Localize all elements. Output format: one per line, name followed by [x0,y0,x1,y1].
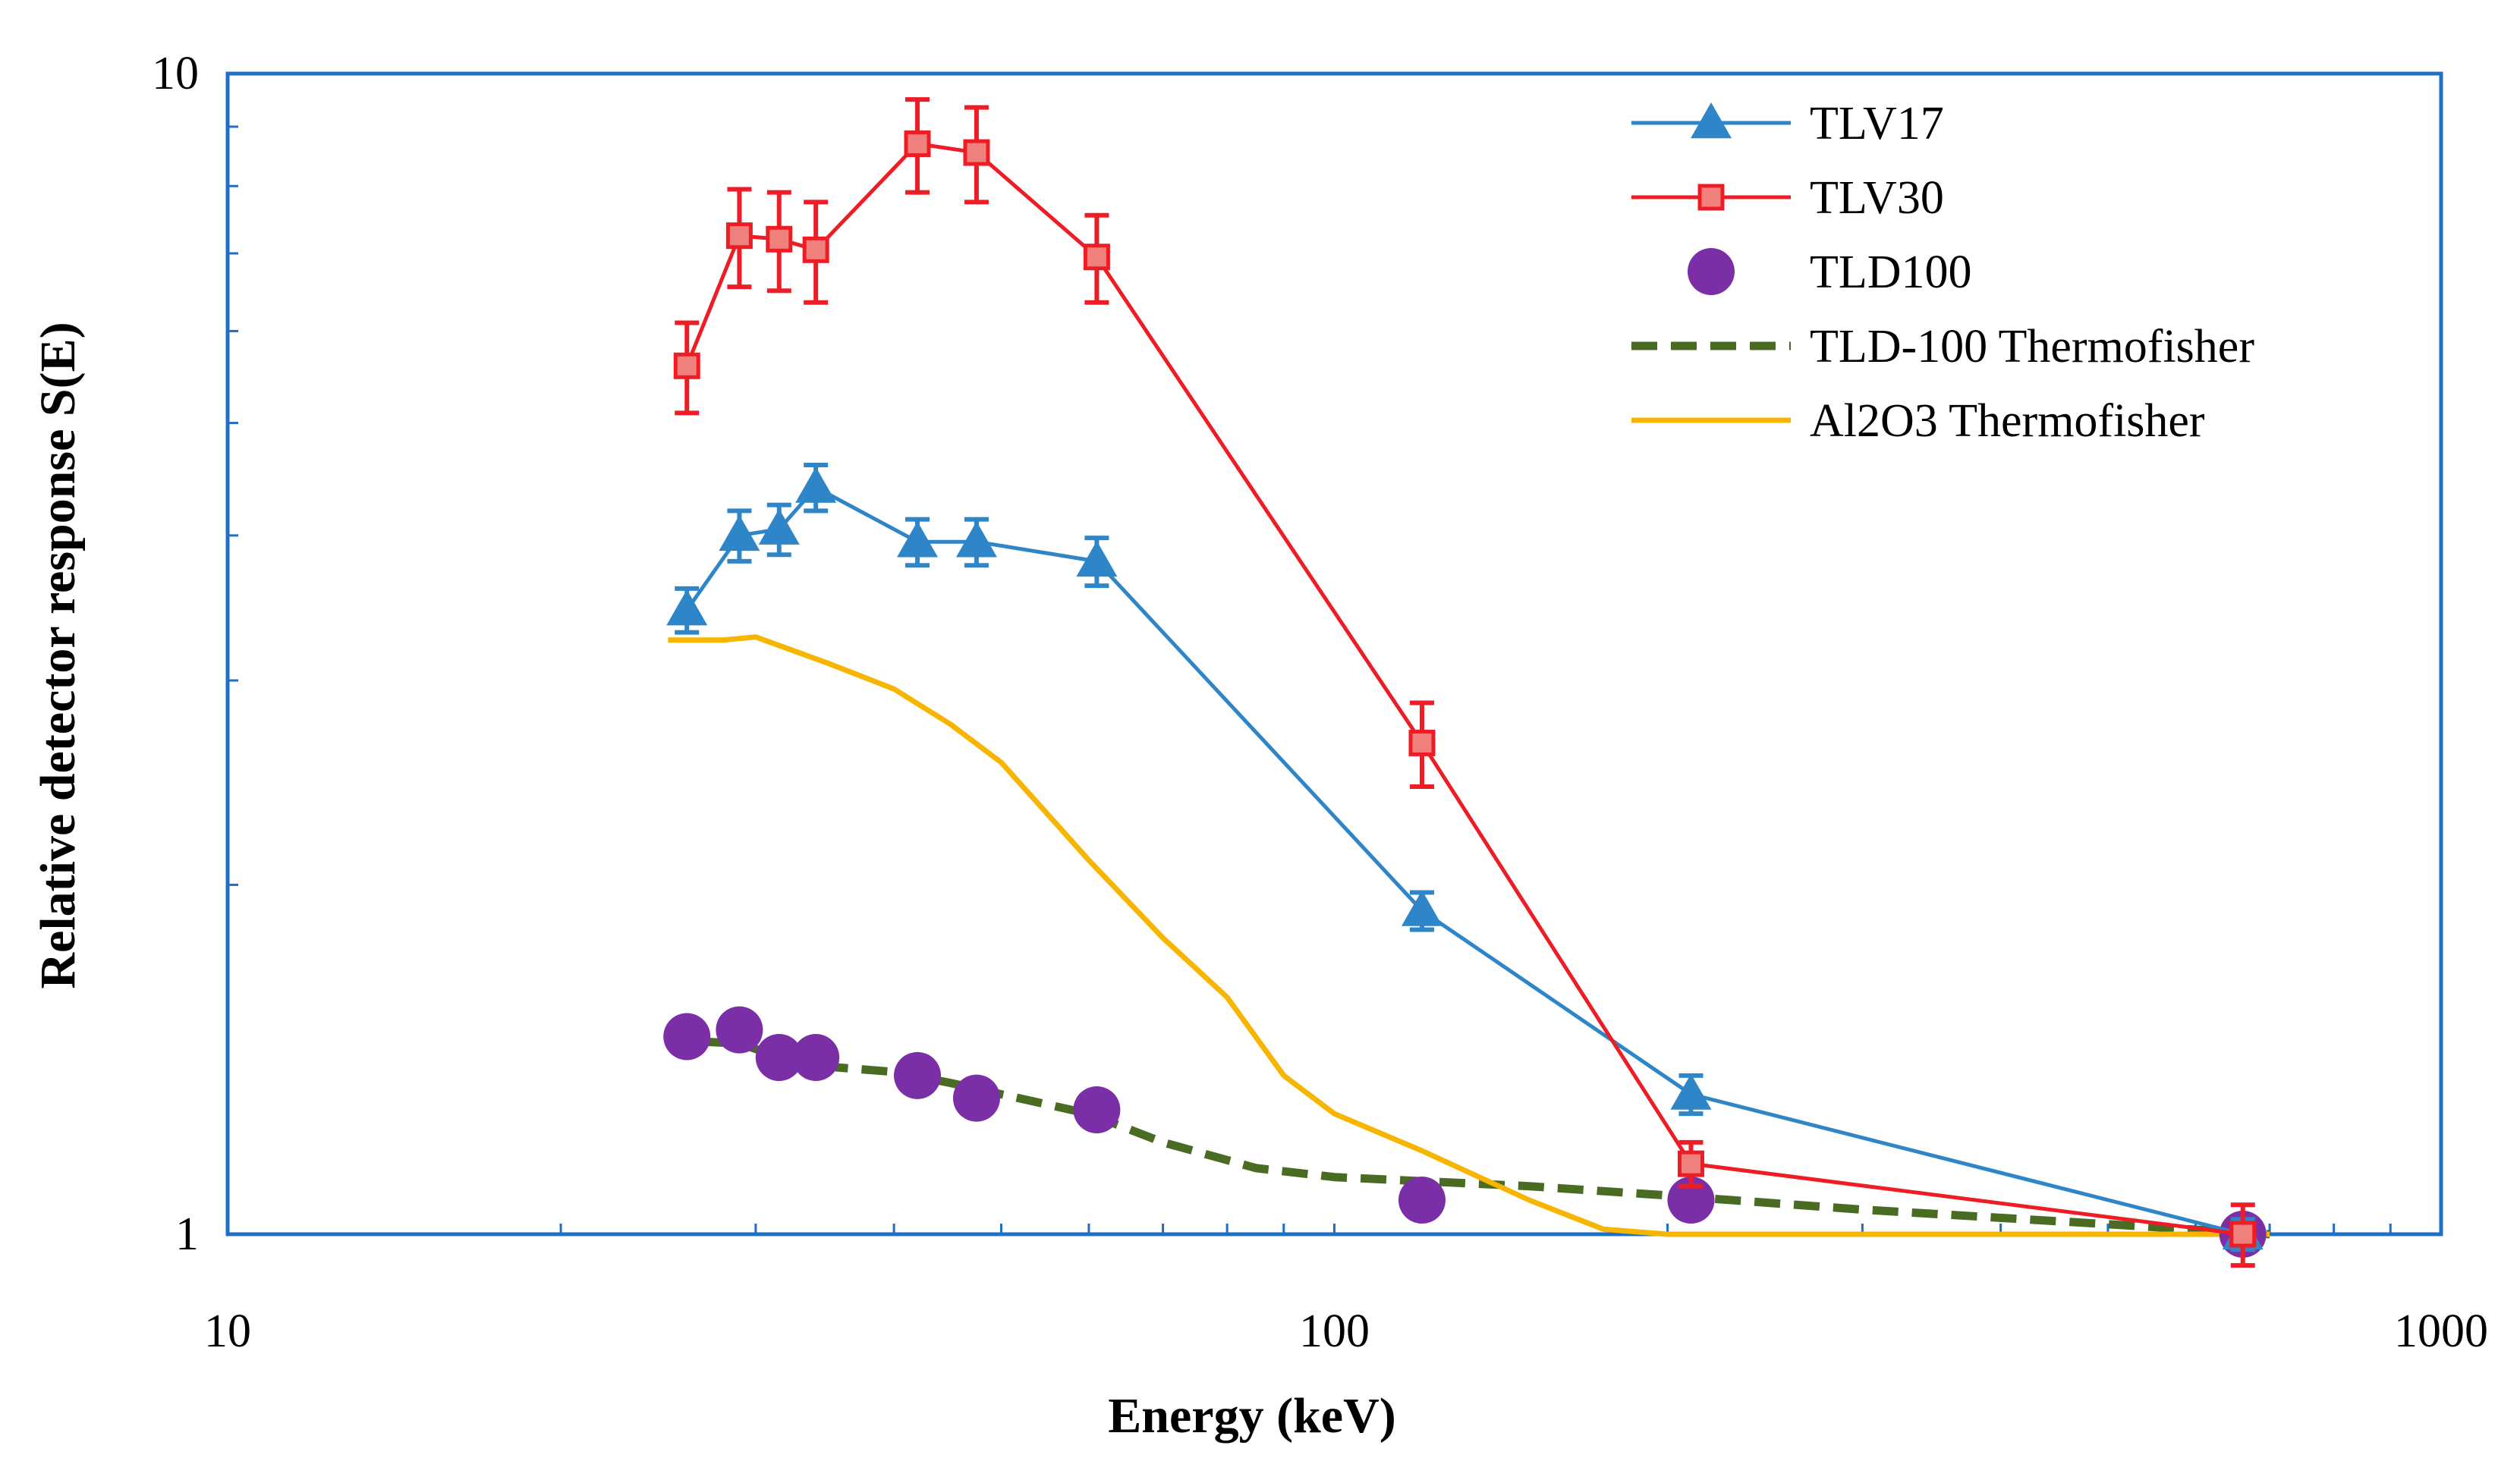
data-point [1408,729,1436,756]
data-point [755,1033,803,1081]
series-tlv17 [666,462,2264,1252]
series-tlv30 [673,97,2257,1268]
x-tick-labels: 10 100 1000 [204,1306,2488,1357]
data-point [904,130,931,158]
legend-label: TLD100 [1810,247,1972,298]
legend-label: TLV30 [1810,172,1944,224]
x-tick-label: 10 [204,1306,251,1357]
series-line-tlv30 [684,142,2244,1236]
data-point [766,225,793,253]
plot-area [225,71,2443,1236]
legend-marker [1688,248,1735,295]
series-tld-100-thermofisher [668,1035,2270,1239]
data-point [1076,540,1118,577]
y-axis-title: Relative detector response S(E) [30,322,86,988]
data-point [673,352,700,379]
data-point [758,508,800,545]
y-tick-label: 10 [152,48,199,99]
series-layer [663,97,2270,1268]
series-line-tlv17 [685,485,2244,1236]
data-point [663,1013,711,1061]
data-point [719,514,760,551]
series-line-tld-100-thermofisher [668,1035,2270,1239]
data-point [725,222,753,250]
data-point [955,521,997,558]
legend-label: TLD-100 Thermofisher [1810,321,2254,372]
data-point [666,589,708,626]
data-point [2229,1221,2257,1248]
y-tick-label: 1 [175,1208,199,1260]
data-point [1670,1073,1712,1110]
legend-label: TLV17 [1810,98,1944,149]
legend-item-tlv17: TLV17 [1631,98,1944,149]
data-point [952,1074,1000,1122]
legend-item-tld100: TLD100 [1688,247,1972,298]
series-line-al2o3-thermofisher [668,634,2270,1237]
data-point [1083,244,1110,271]
data-point [897,521,939,558]
legend-item-al2o3-thermofisher: Al2O3 Thermofisher [1631,395,2205,447]
data-point [1398,1177,1446,1224]
data-point [1401,890,1442,926]
data-point [716,1006,763,1054]
x-axis-title: Energy (keV) [1108,1388,1395,1444]
data-point [894,1051,942,1099]
legend-marker [1697,184,1725,211]
data-point [802,236,829,263]
legend: TLV17 TLV30 TLD100 TLD-100 Thermofisher Al2O… [1631,98,2254,447]
legend-label: Al2O3 Thermofisher [1810,395,2205,447]
series-al2o3-thermofisher [668,634,2270,1237]
legend-item-tlv30: TLV30 [1631,172,1944,224]
data-point [1677,1150,1704,1177]
legend-marker [1691,102,1732,139]
data-point [792,1033,840,1081]
data-point [795,467,837,503]
data-point [963,139,990,166]
x-tick-label: 1000 [2394,1306,2488,1357]
data-point [1073,1086,1121,1133]
x-tick-label: 100 [1299,1306,1370,1357]
y-minor-ticks [228,72,238,1236]
y-tick-labels: 1 10 [152,48,199,1260]
legend-item-tld-100-thermofisher: TLD-100 Thermofisher [1631,321,2254,372]
